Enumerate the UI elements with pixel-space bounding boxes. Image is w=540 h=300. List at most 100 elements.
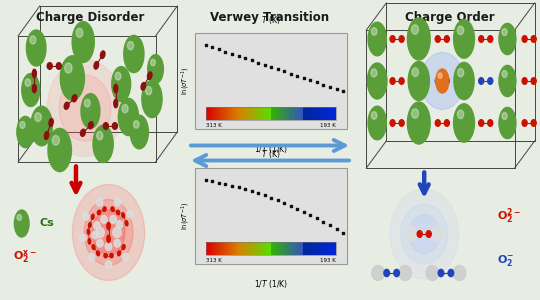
Bar	[321, 106, 323, 120]
Bar	[297, 106, 299, 120]
Point	[228, 51, 237, 56]
Point	[228, 183, 237, 188]
Bar	[312, 242, 313, 255]
Bar	[258, 106, 260, 120]
Bar	[325, 106, 326, 120]
Bar	[292, 242, 294, 255]
Bar	[252, 106, 253, 120]
Ellipse shape	[390, 36, 395, 42]
Ellipse shape	[411, 25, 418, 34]
Point	[201, 178, 210, 182]
Point	[313, 216, 321, 220]
Bar	[261, 242, 263, 255]
Ellipse shape	[48, 128, 71, 172]
Ellipse shape	[100, 51, 105, 59]
Ellipse shape	[31, 106, 52, 146]
Bar	[315, 106, 316, 120]
Bar	[284, 242, 286, 255]
Bar	[269, 106, 271, 120]
Bar	[291, 106, 292, 120]
Point	[267, 195, 275, 200]
Point	[254, 191, 262, 196]
Ellipse shape	[435, 36, 440, 42]
Ellipse shape	[92, 210, 125, 255]
Point	[306, 78, 315, 82]
Ellipse shape	[15, 210, 29, 237]
Ellipse shape	[372, 28, 377, 35]
Ellipse shape	[49, 118, 53, 127]
Bar	[207, 242, 210, 255]
Bar	[323, 242, 325, 255]
Bar	[209, 242, 211, 255]
Ellipse shape	[114, 239, 120, 247]
Bar	[302, 242, 303, 255]
Ellipse shape	[531, 36, 536, 42]
Text: $\mathbf{O_2^{2-}}$: $\mathbf{O_2^{2-}}$	[497, 206, 521, 226]
Bar	[246, 242, 248, 255]
Text: $1/T\ \mathrm{(1/K)}$: $1/T\ \mathrm{(1/K)}$	[254, 278, 288, 290]
Bar	[286, 242, 287, 255]
Point	[260, 193, 269, 198]
Ellipse shape	[122, 245, 125, 250]
Bar	[299, 106, 300, 120]
Ellipse shape	[26, 30, 46, 66]
Bar	[303, 242, 305, 255]
Ellipse shape	[76, 28, 83, 38]
Bar	[310, 106, 312, 120]
Point	[241, 187, 249, 191]
Ellipse shape	[122, 104, 128, 113]
Ellipse shape	[444, 36, 449, 42]
Bar	[299, 242, 300, 255]
Ellipse shape	[84, 99, 90, 107]
Text: $\ln(\sigma T^{-1})$: $\ln(\sigma T^{-1})$	[179, 67, 192, 95]
Bar	[295, 106, 297, 120]
Point	[280, 69, 288, 74]
Bar	[310, 242, 312, 255]
Ellipse shape	[478, 78, 484, 84]
Point	[332, 87, 341, 92]
Bar	[248, 242, 250, 255]
Bar	[316, 106, 318, 120]
Bar	[233, 242, 235, 255]
Point	[339, 89, 347, 94]
Text: $T\ \mathrm{(K)}$: $T\ \mathrm{(K)}$	[261, 14, 281, 26]
Bar	[282, 242, 284, 255]
Ellipse shape	[88, 238, 91, 244]
Ellipse shape	[127, 41, 133, 50]
Ellipse shape	[80, 129, 85, 136]
Bar	[274, 242, 276, 255]
Ellipse shape	[96, 227, 104, 238]
Ellipse shape	[122, 253, 129, 261]
Ellipse shape	[499, 23, 516, 55]
Ellipse shape	[499, 65, 516, 97]
Bar	[252, 242, 253, 255]
Ellipse shape	[522, 78, 527, 84]
Bar	[207, 106, 210, 120]
Ellipse shape	[103, 207, 106, 211]
Bar	[308, 106, 310, 120]
Bar	[334, 106, 336, 120]
Bar	[273, 106, 274, 120]
Bar	[274, 106, 276, 120]
Ellipse shape	[122, 213, 125, 218]
Ellipse shape	[94, 61, 99, 69]
Point	[221, 49, 230, 54]
Bar	[220, 242, 222, 255]
Bar	[273, 242, 274, 255]
Bar	[222, 106, 224, 120]
Ellipse shape	[116, 220, 123, 228]
Bar	[246, 106, 248, 120]
Bar	[256, 242, 258, 255]
Point	[214, 47, 223, 52]
Ellipse shape	[384, 269, 389, 277]
Ellipse shape	[411, 109, 418, 118]
Ellipse shape	[72, 184, 145, 280]
Ellipse shape	[97, 131, 103, 140]
Ellipse shape	[409, 214, 440, 254]
Bar	[289, 242, 291, 255]
Point	[319, 219, 328, 224]
Bar	[260, 242, 261, 255]
Text: $\mathbf{O_2^{-}}$: $\mathbf{O_2^{-}}$	[497, 254, 514, 268]
Ellipse shape	[522, 36, 527, 42]
Bar	[305, 242, 307, 255]
